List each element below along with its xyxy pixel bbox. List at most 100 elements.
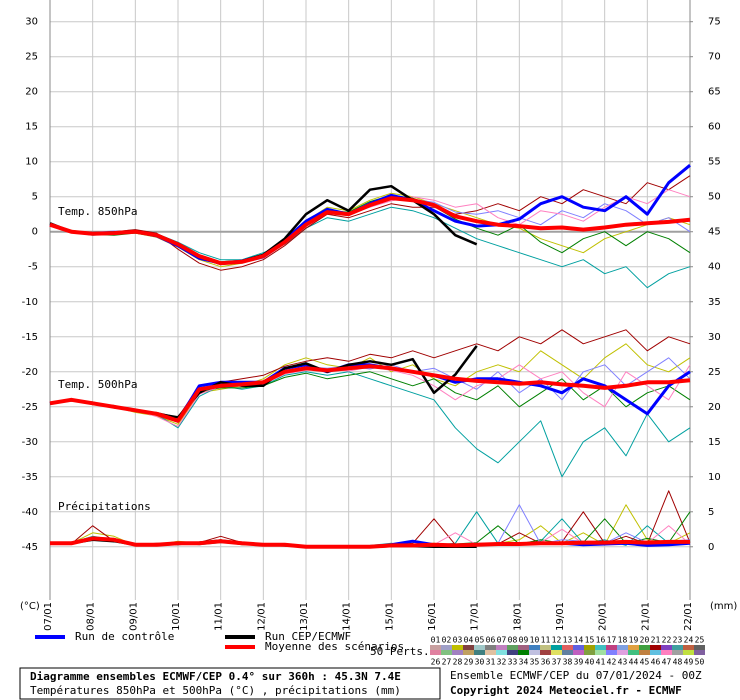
perturbation-label: 03 xyxy=(453,636,463,645)
y2-tick-label: 50 xyxy=(708,192,721,203)
grid xyxy=(49,0,693,600)
perturbation-label: 25 xyxy=(695,636,705,645)
perturbation-label: 20 xyxy=(640,636,650,645)
footer-run: Ensemble ECMWF/CEP du 07/01/2024 - 00Z xyxy=(450,669,702,682)
perturbation-swatch xyxy=(474,645,485,650)
y-tick-label: 30 xyxy=(25,17,38,28)
perturbation-swatch xyxy=(507,645,518,650)
perturbation-label: 05 xyxy=(475,636,485,645)
perturbation-swatch xyxy=(650,645,661,650)
series-line xyxy=(49,329,691,418)
perturbation-label: 34 xyxy=(519,658,529,667)
lines xyxy=(49,164,691,549)
footer-box xyxy=(19,667,441,700)
perturbation-swatch xyxy=(551,645,562,650)
perturbation-label: 19 xyxy=(629,636,639,645)
series-line xyxy=(50,536,690,549)
series-line xyxy=(49,175,691,271)
x-tick-label: 22/01 xyxy=(683,602,694,631)
perturbation-swatch xyxy=(683,650,694,655)
perturbation-swatch xyxy=(584,645,595,650)
x-tick-label: 18/01 xyxy=(512,602,523,631)
perturbation-swatch xyxy=(463,650,474,655)
y2-tick-label: 65 xyxy=(708,87,721,98)
perturbation-label: 23 xyxy=(673,636,683,645)
y2-tick-label: 25 xyxy=(708,367,721,378)
perturbation-label: 11 xyxy=(541,636,551,645)
x-tick-label: 11/01 xyxy=(214,602,225,631)
perturbation-label: 45 xyxy=(640,658,650,667)
y-tick-label: 10 xyxy=(25,157,38,168)
perturbation-swatch xyxy=(507,650,518,655)
legend-label: Moyenne des scénarios xyxy=(265,640,404,653)
y-tick-label: -10 xyxy=(22,297,38,308)
perturbation-swatch xyxy=(661,645,672,650)
panel-label: Précipitations xyxy=(58,500,151,513)
perturbation-swatch xyxy=(452,650,463,655)
perturbation-swatch xyxy=(496,645,507,650)
y2-tick-label: 35 xyxy=(708,297,721,308)
x-tick-label: 21/01 xyxy=(640,602,651,631)
perturbation-swatch xyxy=(485,645,496,650)
y-axis-unit: (°C) xyxy=(20,601,40,612)
perturbation-label: 50 xyxy=(695,658,705,667)
perturbation-label: 49 xyxy=(684,658,694,667)
perturbation-label: 06 xyxy=(486,636,496,645)
perturbation-swatch xyxy=(474,650,485,655)
perturbation-label: 35 xyxy=(530,658,540,667)
x-tick-label: 09/01 xyxy=(128,602,139,631)
perturbation-swatch xyxy=(639,645,650,650)
y2-tick-label: 55 xyxy=(708,157,721,168)
x-tick-label: 13/01 xyxy=(299,602,310,631)
perturbation-label: 31 xyxy=(486,658,496,667)
y-tick-label: -40 xyxy=(22,507,38,518)
perturbation-label: 42 xyxy=(607,658,617,667)
perturbation-label: 44 xyxy=(629,658,639,667)
perturbation-swatch xyxy=(606,645,617,650)
perturbation-swatch xyxy=(661,650,672,655)
x-tick-label: 19/01 xyxy=(555,602,566,631)
panel-label: Temp. 500hPa xyxy=(58,378,137,391)
perturbation-swatch xyxy=(430,650,441,655)
x-tick-label: 17/01 xyxy=(470,602,481,631)
y2-axis-unit: (mm) xyxy=(710,601,737,612)
perturbation-swatch xyxy=(573,645,584,650)
perturbation-swatch xyxy=(628,645,639,650)
y2-tick-label: 45 xyxy=(708,227,721,238)
perturbation-label: 24 xyxy=(684,636,694,645)
series-line xyxy=(49,196,691,266)
y-tick-label: -5 xyxy=(28,262,38,273)
perturbation-label: 39 xyxy=(574,658,584,667)
perturbation-swatch xyxy=(672,650,683,655)
perturbation-label: 10 xyxy=(530,636,540,645)
y2-tick-label: 30 xyxy=(708,332,721,343)
series-line xyxy=(49,206,691,289)
perturbation-label: 17 xyxy=(607,636,617,645)
perturbation-label: 14 xyxy=(574,636,584,645)
footer-subtitle: Températures 850hPa et 500hPa (°C) , pré… xyxy=(30,684,401,697)
perturbation-swatch xyxy=(551,650,562,655)
series-line xyxy=(49,364,691,427)
y2-tick-label: 10 xyxy=(708,472,721,483)
perturbation-swatch xyxy=(617,650,628,655)
perturbation-label: 22 xyxy=(662,636,672,645)
perturbation-label: 09 xyxy=(519,636,529,645)
y-tick-label: 15 xyxy=(25,122,38,133)
y-tick-label: 20 xyxy=(25,87,38,98)
y2-tick-label: 0 xyxy=(708,542,714,553)
perturbation-swatch xyxy=(595,645,606,650)
panel-label: Temp. 850hPa xyxy=(58,205,137,218)
perturbation-swatch xyxy=(441,645,452,650)
perturbation-swatch xyxy=(617,645,628,650)
legend-label: Run CEP/ECMWF xyxy=(265,630,351,643)
x-tick-label: 08/01 xyxy=(86,602,97,631)
perturbation-swatch xyxy=(694,650,705,655)
perturbation-label: 30 xyxy=(475,658,485,667)
perturbation-label: 46 xyxy=(651,658,661,667)
perturbation-swatch xyxy=(584,650,595,655)
x-tick-label: 07/01 xyxy=(43,602,54,631)
y2-tick-label: 60 xyxy=(708,122,721,133)
perturbation-label: 07 xyxy=(497,636,507,645)
x-tick-label: 16/01 xyxy=(427,602,438,631)
perturbation-swatch xyxy=(518,650,529,655)
